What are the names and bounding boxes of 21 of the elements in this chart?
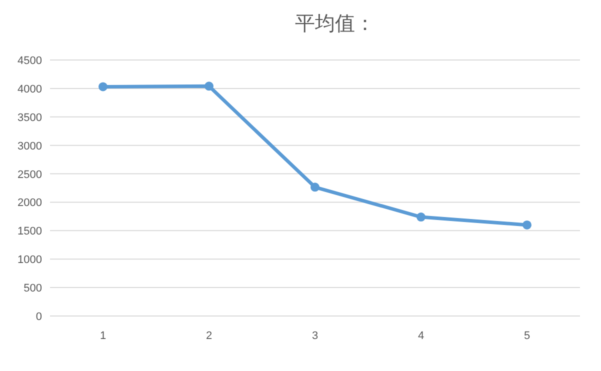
y-tick-label: 2000 <box>18 197 42 210</box>
x-tick-label: 5 <box>524 330 530 342</box>
x-tick-label: 4 <box>418 330 424 342</box>
y-tick-label: 3000 <box>18 140 42 152</box>
point <box>204 82 214 91</box>
y-tick-label: 4500 <box>18 55 42 67</box>
y-tick-label: 2500 <box>18 168 42 181</box>
y-tick-label: 500 <box>24 282 42 295</box>
y-tick-label: 3500 <box>18 112 42 124</box>
point <box>98 82 108 92</box>
y-tick-label: 1000 <box>18 254 42 266</box>
x-tick-label: 1 <box>100 330 106 342</box>
point <box>310 182 320 192</box>
chart-title: 平均值： <box>295 11 375 35</box>
y-tick-label: 4000 <box>18 83 42 96</box>
point <box>522 220 532 230</box>
y-tick-label: 0 <box>36 311 42 323</box>
x-tick-label: 3 <box>312 330 318 342</box>
x-tick-label: 2 <box>206 330 212 342</box>
point <box>416 212 426 222</box>
y-tick-label: 1500 <box>18 226 42 238</box>
